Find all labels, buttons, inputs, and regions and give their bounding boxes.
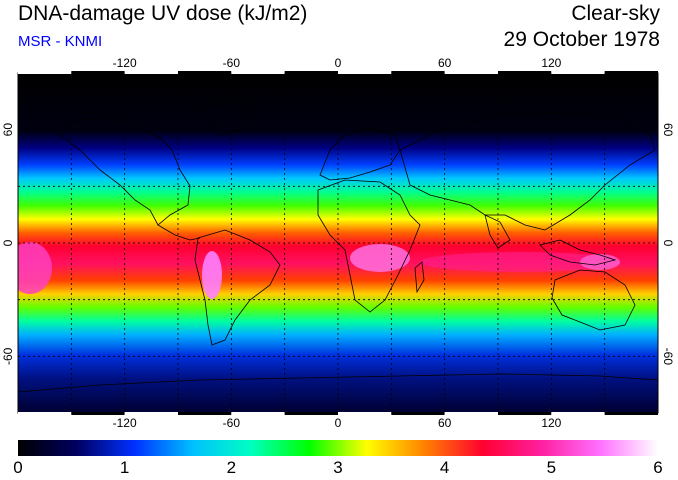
colorbar-tick-label: 4 xyxy=(439,458,450,477)
latitude-tick-label: -60 xyxy=(661,348,675,366)
longitude-labels-bottom: -120 -60 0 60 120 xyxy=(113,416,562,430)
antarctica-coast xyxy=(18,373,658,393)
frame-segment xyxy=(498,412,552,415)
frame-segment xyxy=(178,71,232,74)
source-label: MSR - KNMI xyxy=(18,33,103,50)
longitude-tick-label: 60 xyxy=(438,56,452,70)
frame-segment xyxy=(71,412,125,415)
longitude-tick-label: 60 xyxy=(438,416,452,430)
andes-hotspot xyxy=(202,251,222,299)
latitude-tick-label: 60 xyxy=(661,123,675,137)
frame-segment xyxy=(18,71,72,74)
map-title: DNA-damage UV dose (kJ/m2) xyxy=(18,2,308,25)
longitude-tick-label: -120 xyxy=(113,56,137,70)
frame-segment xyxy=(178,412,232,415)
frame-segment xyxy=(284,412,338,415)
frame-segment xyxy=(71,71,125,74)
frame-segment xyxy=(551,71,605,74)
south-america-coast xyxy=(194,229,281,346)
africa-coast xyxy=(317,179,421,313)
asia-coast xyxy=(399,111,656,231)
colorbar-tick-label: 3 xyxy=(333,458,343,477)
frame-segment xyxy=(18,412,72,415)
colorbar-tick-label: 1 xyxy=(119,458,130,477)
colorbar-tick-label: 2 xyxy=(226,458,237,477)
frame-segment xyxy=(498,71,552,74)
central-america-coast xyxy=(157,224,201,241)
longitude-tick-label: -60 xyxy=(223,416,241,430)
frame-segment xyxy=(284,71,338,74)
colorbar-tick-label: 0 xyxy=(13,458,23,477)
frame-segment xyxy=(551,412,605,415)
australia-coast xyxy=(551,269,636,331)
latitude-tick-label: 60 xyxy=(1,123,15,137)
latitude-labels-right: -60 0 60 xyxy=(661,123,675,365)
africa-hotspot xyxy=(350,244,410,272)
north-america-coast xyxy=(53,117,191,226)
latitude-tick-label: 0 xyxy=(661,240,675,247)
graticule xyxy=(18,73,658,413)
frame-segment xyxy=(231,412,285,415)
frame-segment xyxy=(604,71,658,74)
frame-segment xyxy=(391,412,445,415)
frame-segment xyxy=(338,412,392,415)
longitude-tick-label: 0 xyxy=(335,56,342,70)
frame-segment xyxy=(444,412,498,415)
frame-segment xyxy=(124,412,178,415)
date-label: 29 October 1978 xyxy=(503,28,660,51)
indian-ocean-band xyxy=(420,252,620,272)
coastlines xyxy=(18,99,658,393)
longitude-tick-label: 120 xyxy=(541,416,561,430)
latitude-labels-left: -60 0 60 xyxy=(1,123,15,365)
uv-hotspots xyxy=(18,242,620,299)
latitude-tick-label: -60 xyxy=(1,347,15,365)
frame-segment xyxy=(231,71,285,74)
frame-segment xyxy=(338,71,392,74)
madagascar-coast xyxy=(414,261,425,294)
longitude-tick-label: 120 xyxy=(541,56,561,70)
longitude-tick-label: -60 xyxy=(223,56,241,70)
latitude-tick-label: 0 xyxy=(1,239,15,246)
frame-edge-marks xyxy=(18,71,658,415)
indonesia-coast xyxy=(539,239,617,266)
colorbar xyxy=(18,440,658,456)
pacific-hotspot xyxy=(18,242,52,294)
frame-segment xyxy=(444,71,498,74)
frame-segment xyxy=(604,412,658,415)
colorbar-tick-label: 5 xyxy=(546,458,557,477)
colorbar-tick-label: 6 xyxy=(653,458,663,477)
longitude-tick-label: 0 xyxy=(335,416,342,430)
indonesia-hotspot xyxy=(580,254,620,270)
india-coast xyxy=(484,214,511,249)
frame-segment xyxy=(391,71,445,74)
frame-segment xyxy=(124,71,178,74)
sky-condition-label: Clear-sky xyxy=(571,2,660,25)
longitude-labels-top: -120 -60 0 60 120 xyxy=(113,56,562,70)
longitude-tick-label: -120 xyxy=(113,416,137,430)
